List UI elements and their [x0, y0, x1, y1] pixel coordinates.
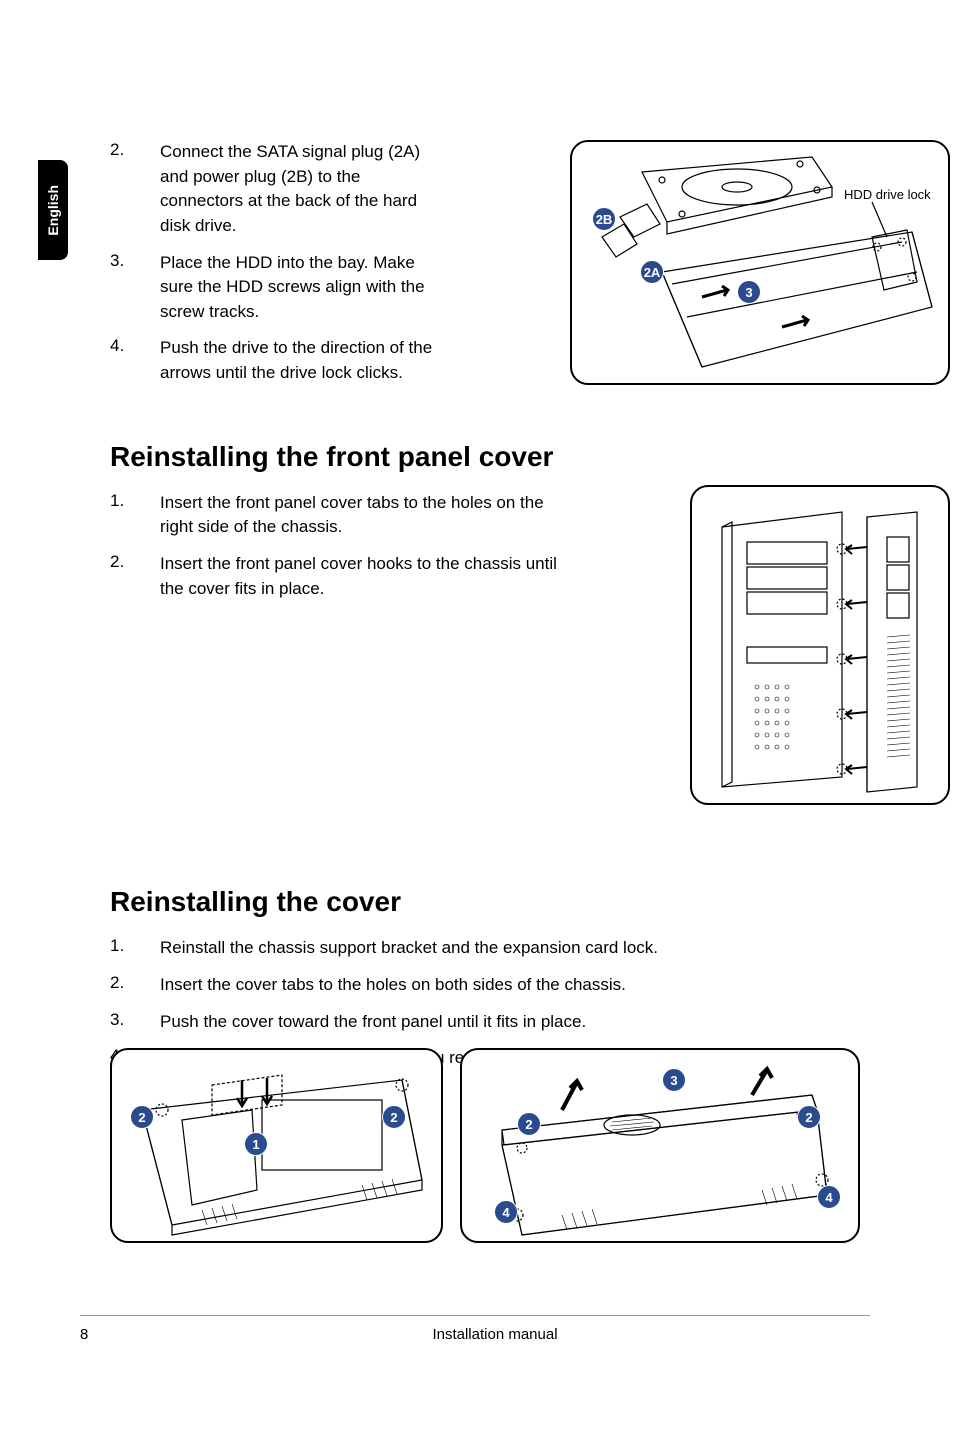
list-item: 3. Push the cover toward the front panel… — [110, 1010, 750, 1035]
list-number: 2. — [110, 140, 160, 239]
list-number: 2. — [110, 973, 160, 998]
list-text: Push the cover toward the front panel un… — [160, 1010, 586, 1035]
callout-2-right: 2 — [797, 1105, 821, 1129]
list-item: 1. Reinstall the chassis support bracket… — [110, 936, 750, 961]
list-text: Reinstall the chassis support bracket an… — [160, 936, 658, 961]
section2-heading: Reinstalling the front panel cover — [110, 441, 870, 473]
callout-2-left: 2 — [517, 1112, 541, 1136]
callout-3: 3 — [737, 280, 761, 304]
callout-1: 1 — [244, 1132, 268, 1156]
diagram-hdd-install: 2B 2A 3 HDD drive lock — [570, 140, 950, 385]
list-text: Place the HDD into the bay. Make sure th… — [160, 251, 440, 325]
diagram-cover-slide: 2 2 3 4 4 — [460, 1048, 860, 1243]
callout-2a: 2A — [640, 260, 664, 284]
callout-2-left: 2 — [130, 1105, 154, 1129]
callout-2-right: 2 — [382, 1105, 406, 1129]
list-item: 2. Insert the front panel cover hooks to… — [110, 552, 570, 601]
section3-heading: Reinstalling the cover — [110, 886, 870, 918]
list-number: 1. — [110, 491, 160, 540]
list-text: Connect the SATA signal plug (2A) and po… — [160, 140, 440, 239]
callout-2b: 2B — [592, 207, 616, 231]
diagram-front-panel — [690, 485, 950, 805]
list-text: Insert the front panel cover tabs to the… — [160, 491, 570, 540]
list-item: 1. Insert the front panel cover tabs to … — [110, 491, 570, 540]
list-number: 4. — [110, 336, 160, 385]
list-item: 4. Push the drive to the direction of th… — [110, 336, 440, 385]
list-number: 3. — [110, 1010, 160, 1035]
callout-4-right: 4 — [817, 1185, 841, 1209]
list-number: 2. — [110, 552, 160, 601]
callout-3: 3 — [662, 1068, 686, 1092]
footer-title: Installation manual — [120, 1326, 870, 1343]
diagram-cover-bracket: 2 2 1 — [110, 1048, 443, 1243]
diagram-label-hdd-lock: HDD drive lock — [844, 187, 931, 202]
list-text: Push the drive to the direction of the a… — [160, 336, 440, 385]
language-tab: English — [38, 160, 68, 260]
list-item: 2. Insert the cover tabs to the holes on… — [110, 973, 750, 998]
list-item: 2. Connect the SATA signal plug (2A) and… — [110, 140, 440, 239]
list-text: Insert the front panel cover hooks to th… — [160, 552, 570, 601]
section1-list: 2. Connect the SATA signal plug (2A) and… — [110, 140, 440, 386]
section2-list: 1. Insert the front panel cover tabs to … — [110, 491, 570, 602]
page-number: 8 — [80, 1326, 120, 1343]
list-number: 3. — [110, 251, 160, 325]
list-text: Insert the cover tabs to the holes on bo… — [160, 973, 626, 998]
page-content: 2. Connect the SATA signal plug (2A) and… — [110, 140, 870, 1083]
callout-4-left: 4 — [494, 1200, 518, 1224]
list-number: 1. — [110, 936, 160, 961]
list-item: 3. Place the HDD into the bay. Make sure… — [110, 251, 440, 325]
page-footer: 8 Installation manual — [80, 1315, 870, 1343]
language-label: English — [45, 185, 61, 236]
